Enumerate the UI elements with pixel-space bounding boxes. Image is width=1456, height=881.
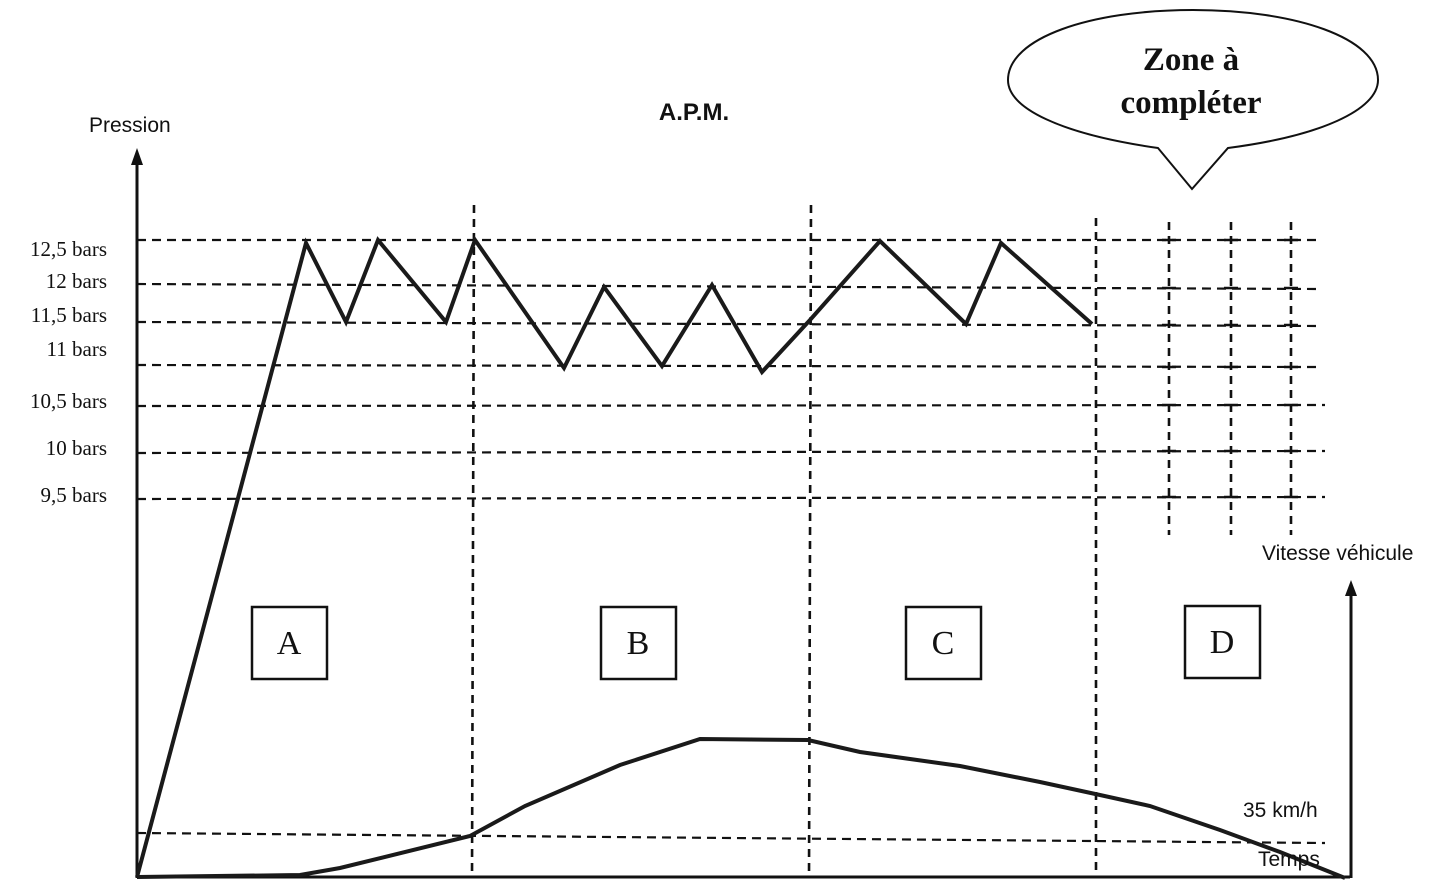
separator-b-c <box>807 204 813 879</box>
speed-axis-arrow <box>1345 580 1357 596</box>
pressure-gridlines <box>136 238 1326 845</box>
gridline-9-5 <box>136 495 1326 501</box>
time-axis-label: Temps <box>1258 848 1320 871</box>
zone-tick-marks <box>1162 238 1298 499</box>
gridline-speed-35 <box>136 831 1326 845</box>
gridline-10-5 <box>136 403 1326 408</box>
tick-label-12: 12 bars <box>46 269 107 293</box>
separator-a-b <box>470 204 476 879</box>
phase-box-c: C <box>904 605 983 681</box>
tick-label-12-5: 12,5 bars <box>30 237 107 261</box>
callout-bubble <box>1006 8 1380 191</box>
gridline-10 <box>136 449 1326 455</box>
pressure-axis-arrow <box>131 148 143 165</box>
pressure-axis-label: Pression <box>89 114 171 137</box>
tick-label-10: 10 bars <box>46 436 107 460</box>
completion-callout: Zone à compléter <box>1006 8 1380 191</box>
gridline-12 <box>136 282 1321 291</box>
speed-axis-label: Vitesse véhicule <box>1262 542 1413 565</box>
phase-separators <box>470 204 1098 879</box>
tick-label-11-5: 11,5 bars <box>31 303 107 327</box>
phase-label-d: D <box>1210 624 1235 661</box>
gridline-11-5 <box>136 320 1321 328</box>
chart-title: A.P.M. <box>659 99 729 126</box>
phase-label-c: C <box>932 625 955 662</box>
axes <box>131 148 1357 879</box>
phase-box-d: D <box>1183 604 1262 680</box>
tick-label-10-5: 10,5 bars <box>30 389 107 413</box>
tick-label-9-5: 9,5 bars <box>41 483 108 507</box>
completion-zone-lines <box>1162 222 1298 535</box>
pressure-tick-labels: 12,5 bars 12 bars 11,5 bars 11 bars 10,5… <box>30 237 107 507</box>
callout-line-2: compléter <box>1120 85 1261 121</box>
vehicle-speed-curve <box>136 736 1346 880</box>
gridline-11 <box>136 363 1321 369</box>
pressure-curve <box>135 235 1094 878</box>
speed-marker-label: 35 km/h <box>1243 799 1318 822</box>
phase-box-a: A <box>250 605 329 681</box>
phase-label-b: B <box>627 625 650 662</box>
callout-line-1: Zone à <box>1143 42 1239 78</box>
phase-box-b: B <box>599 605 678 681</box>
tick-label-11: 11 bars <box>47 337 107 361</box>
phase-label-a: A <box>277 625 302 662</box>
